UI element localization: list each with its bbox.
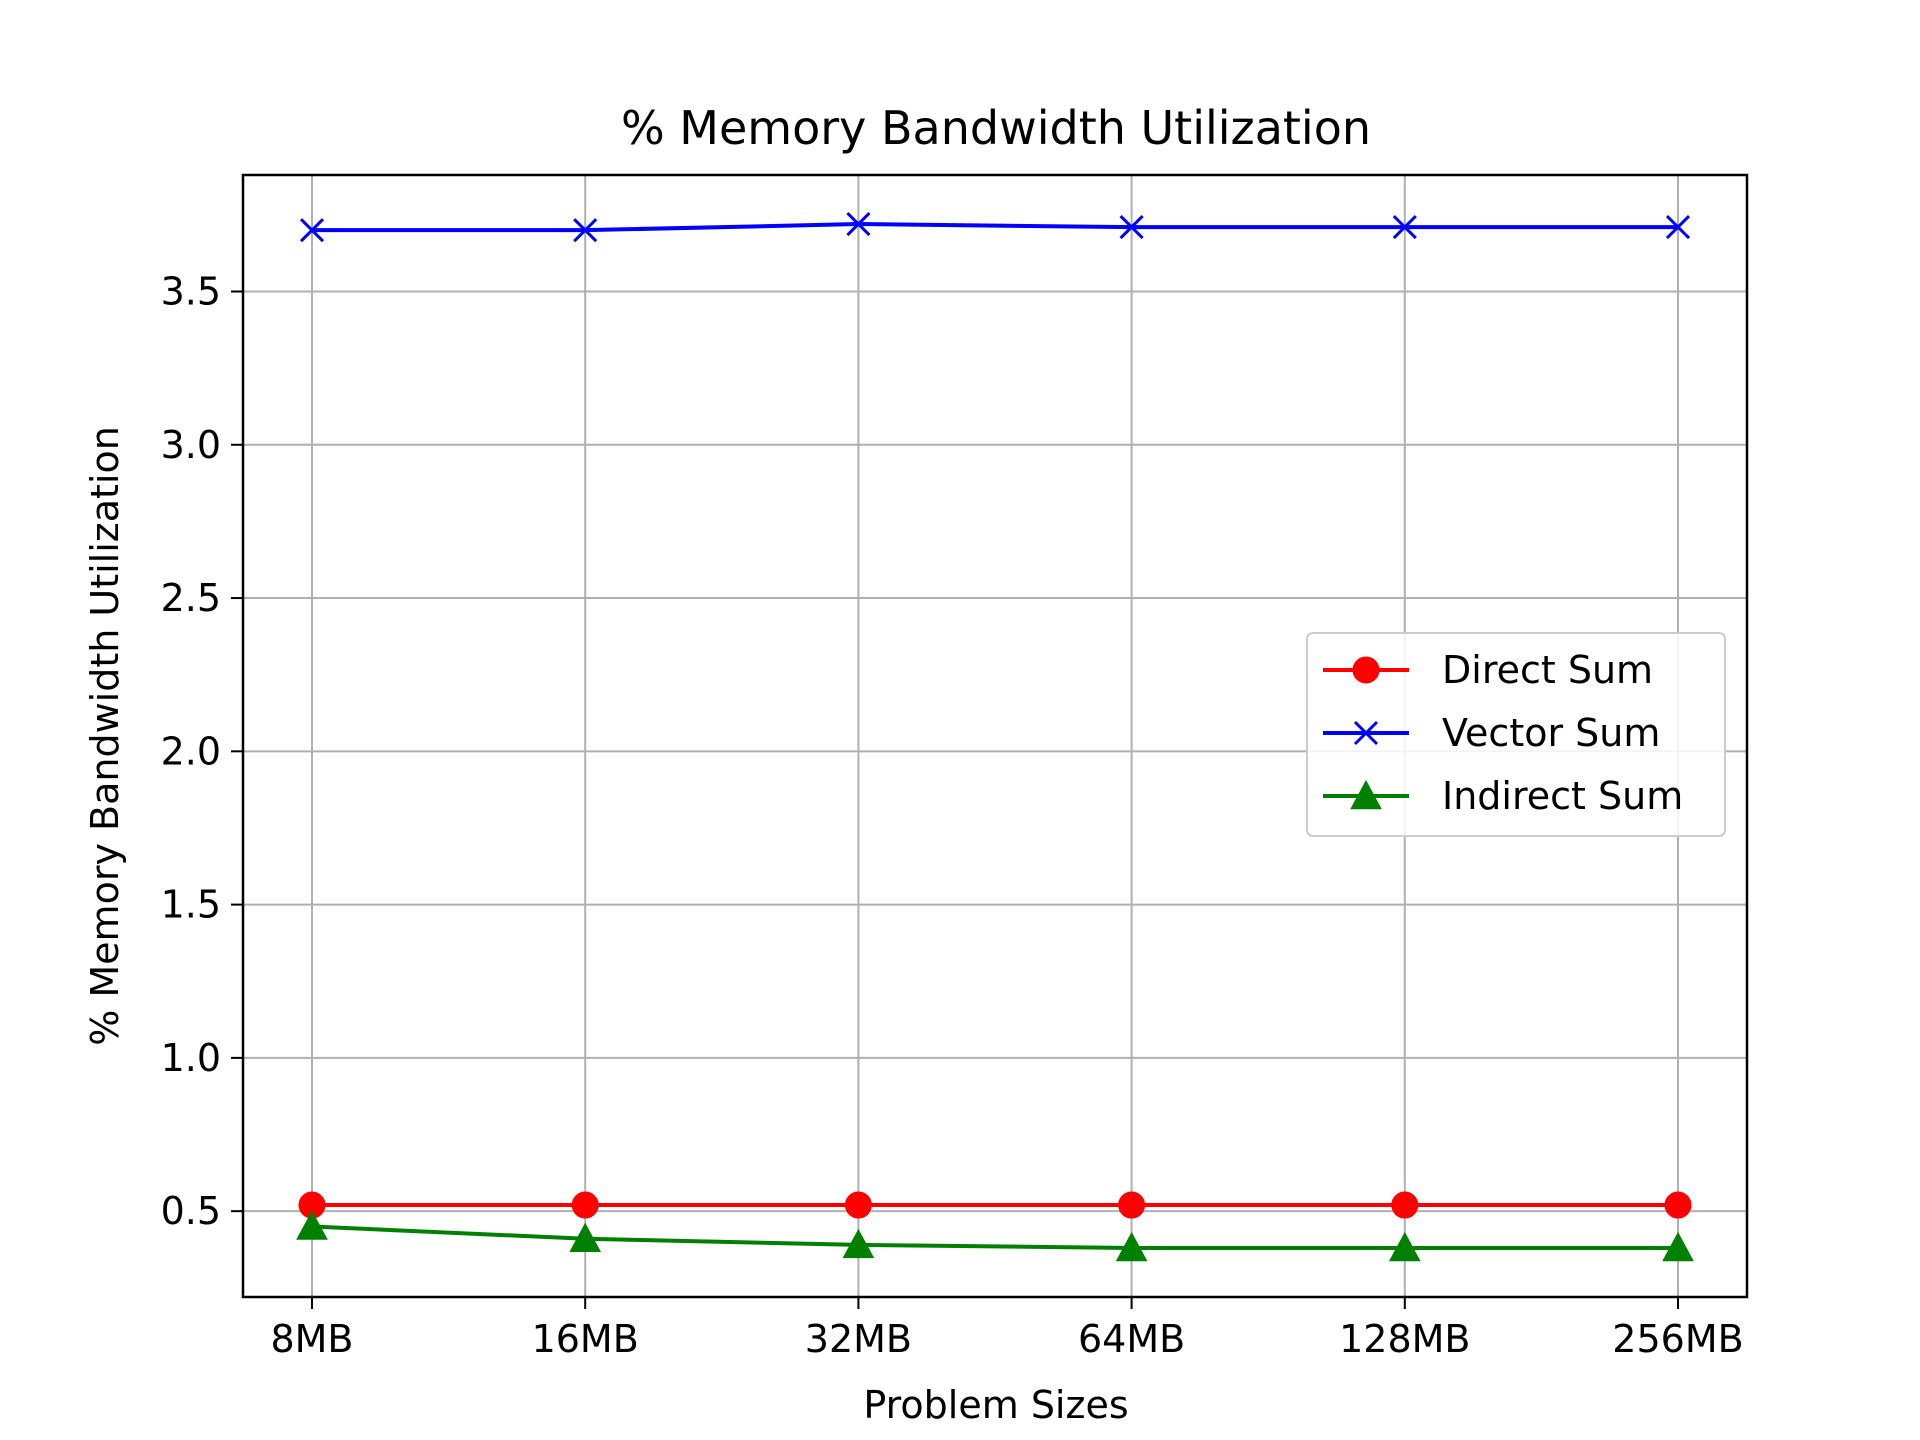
vector-sum-point bbox=[299, 218, 325, 243]
x-tick-label: 16MB bbox=[532, 1317, 639, 1361]
y-tick-label: 1.0 bbox=[161, 1036, 221, 1080]
legend-item-vector-sum: Vector Sum bbox=[1323, 711, 1660, 755]
y-axis-label: % Memory Bandwidth Utilization bbox=[83, 426, 127, 1046]
x-tick-label: 8MB bbox=[270, 1317, 353, 1361]
x-marker-stroke bbox=[1392, 215, 1417, 240]
x-marker-stroke bbox=[299, 218, 325, 243]
x-tick-label: 64MB bbox=[1078, 1317, 1185, 1361]
x-tick-label: 32MB bbox=[805, 1317, 912, 1361]
vector-sum-point bbox=[573, 218, 598, 243]
vector-sum-point bbox=[1665, 215, 1691, 240]
vector-sum-line bbox=[312, 222, 1678, 233]
direct-sum-series bbox=[298, 1191, 1692, 1219]
direct-sum-point bbox=[1664, 1191, 1692, 1219]
legend-item-direct-sum: Direct Sum bbox=[1323, 648, 1653, 692]
vector-sum-series bbox=[299, 211, 1691, 243]
x-marker-stroke bbox=[1119, 215, 1144, 240]
direct-sum-point bbox=[1391, 1191, 1419, 1219]
vector-sum-point bbox=[1119, 215, 1144, 240]
x-tick-label: 128MB bbox=[1339, 1317, 1470, 1361]
indirect-sum-line bbox=[311, 1224, 1678, 1250]
indirect-sum-point bbox=[1662, 1231, 1694, 1262]
vector-sum-point bbox=[846, 211, 871, 237]
y-axis: 0.5 1.0 1.5 2.0 2.5 3.0 3.5 bbox=[161, 269, 243, 1233]
series-layer bbox=[296, 211, 1694, 1262]
legend-label: Vector Sum bbox=[1442, 711, 1660, 755]
indirect-sum-point bbox=[296, 1210, 328, 1240]
x-marker-stroke bbox=[846, 211, 871, 237]
indirect-sum-point bbox=[569, 1222, 602, 1253]
y-tick-label: 2.0 bbox=[161, 729, 221, 773]
x-marker-stroke bbox=[573, 218, 598, 243]
y-tick-label: 1.5 bbox=[161, 883, 221, 927]
y-tick-label: 0.5 bbox=[161, 1189, 221, 1233]
direct-sum-point bbox=[1118, 1191, 1146, 1219]
legend-box bbox=[1306, 632, 1726, 837]
legend-marker bbox=[1352, 656, 1380, 684]
plot-frame bbox=[241, 173, 1749, 1299]
x-marker-stroke bbox=[1665, 215, 1691, 240]
legend-marker bbox=[1350, 779, 1382, 810]
direct-sum-point bbox=[844, 1191, 872, 1219]
legend-marker bbox=[1353, 720, 1379, 746]
legend-item-indirect-sum: Indirect Sum bbox=[1323, 774, 1683, 818]
indirect-sum-point bbox=[1115, 1231, 1148, 1262]
x-marker-stroke bbox=[1353, 720, 1379, 746]
chart-title: % Memory Bandwidth Utilization bbox=[621, 101, 1371, 155]
vector-sum-point bbox=[1392, 215, 1417, 240]
legend-label: Direct Sum bbox=[1442, 648, 1653, 692]
legend-label: Indirect Sum bbox=[1442, 774, 1683, 818]
indirect-sum-point bbox=[842, 1228, 875, 1259]
indirect-sum-point bbox=[1388, 1231, 1421, 1262]
indirect-sum-series bbox=[296, 1210, 1694, 1262]
x-axis: 8MB 16MB 32MB 64MB 128MB 256MB bbox=[270, 1297, 1744, 1361]
y-tick-label: 3.0 bbox=[161, 423, 221, 467]
y-tick-label: 3.5 bbox=[161, 269, 221, 313]
y-tick-label: 2.5 bbox=[161, 576, 221, 620]
legend: Direct Sum Vector Sum Indirect Sum bbox=[1306, 632, 1726, 837]
direct-sum-point bbox=[571, 1191, 599, 1219]
x-axis-label: Problem Sizes bbox=[863, 1383, 1128, 1427]
x-tick-label: 256MB bbox=[1612, 1317, 1743, 1361]
